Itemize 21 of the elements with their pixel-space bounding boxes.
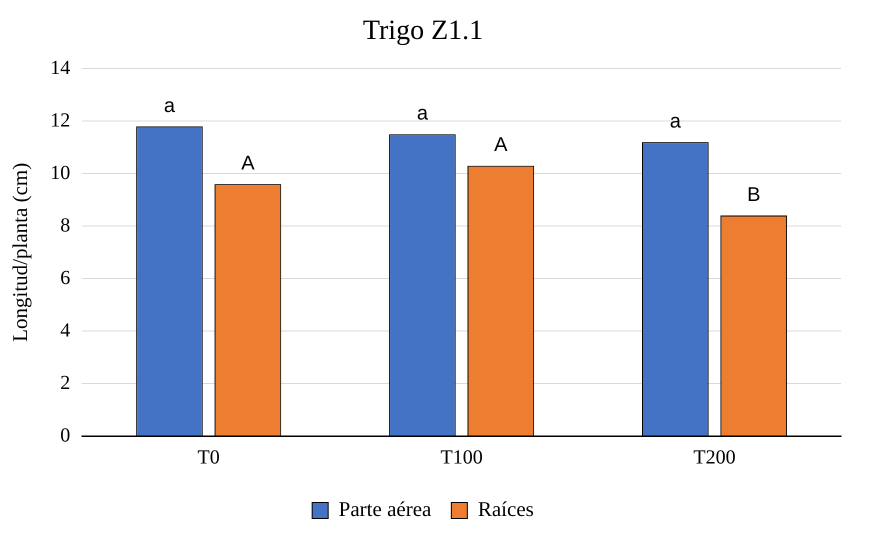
chart-title: Trigo Z1.1 <box>362 15 484 46</box>
annotation: a <box>670 110 682 133</box>
y-tick-label: 10 <box>50 162 70 184</box>
y-tick-label: 4 <box>60 319 70 342</box>
x-tick-label: T0 <box>198 446 220 468</box>
y-tick-label: 6 <box>60 266 70 289</box>
legend-label: Raíces <box>478 497 534 522</box>
annotation: A <box>241 152 256 175</box>
annotation: a <box>416 102 429 125</box>
y-tick-label: 0 <box>60 424 70 446</box>
y-tick-label: 8 <box>60 214 70 236</box>
annotation: A <box>494 134 508 156</box>
y-tick-label: 12 <box>50 109 70 132</box>
y-tick-label: 2 <box>60 372 70 394</box>
legend-label: Parte aérea <box>338 497 432 522</box>
annotation: a <box>164 94 176 117</box>
y-axis-title: Longitud/planta (cm) <box>8 162 32 342</box>
x-tick-label: T200 <box>693 446 736 468</box>
annotation: B <box>747 184 760 206</box>
x-tick-label: T100 <box>440 446 483 468</box>
y-tick-label: 14 <box>50 56 70 79</box>
